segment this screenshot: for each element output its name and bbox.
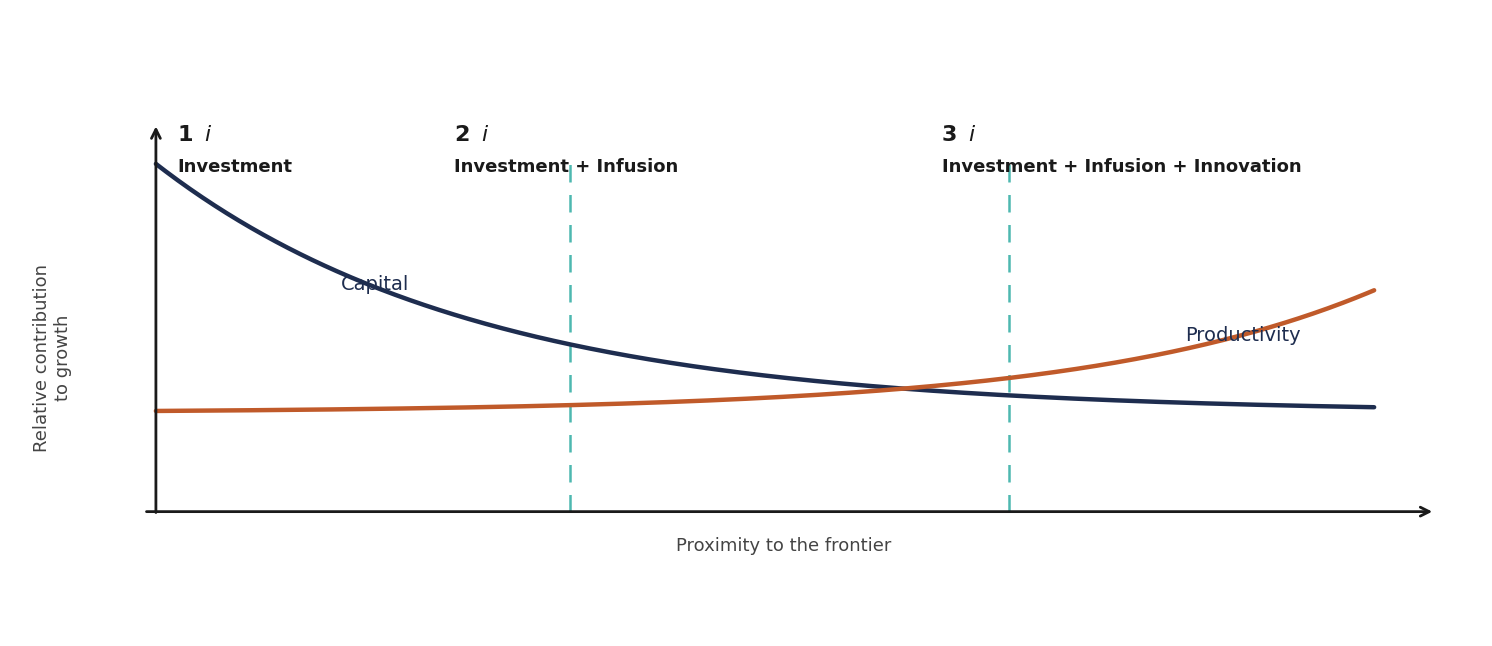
Text: i: i [482, 125, 488, 145]
Text: i: i [204, 125, 210, 145]
Text: Proximity to the frontier: Proximity to the frontier [676, 537, 891, 556]
Text: Productivity: Productivity [1185, 326, 1301, 346]
Text: Relative contribution
to growth: Relative contribution to growth [33, 264, 72, 452]
Text: Capital: Capital [342, 275, 409, 294]
Text: Investment + Infusion + Innovation: Investment + Infusion + Innovation [941, 158, 1301, 176]
Text: 3: 3 [941, 125, 956, 145]
Text: i: i [968, 125, 974, 145]
Text: 1: 1 [178, 125, 194, 145]
Text: 2: 2 [455, 125, 470, 145]
Text: Investment: Investment [178, 158, 292, 176]
Text: Investment + Infusion: Investment + Infusion [455, 158, 679, 176]
